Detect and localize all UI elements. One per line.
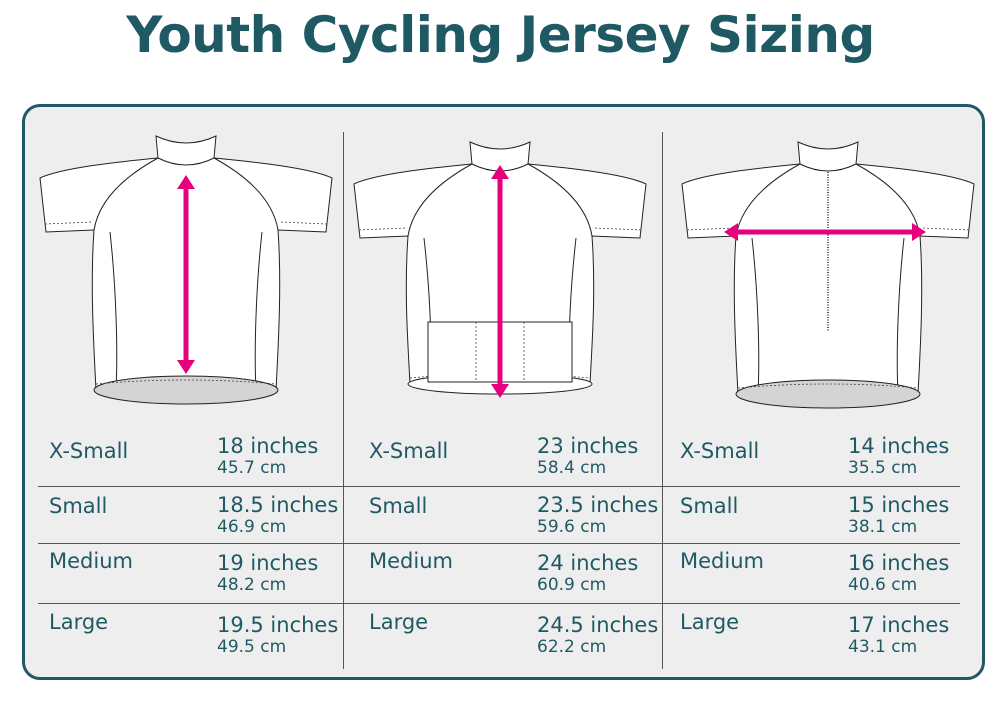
side-panel-seam — [751, 237, 760, 395]
inches-value: 15 inches — [848, 493, 950, 517]
arrowhead-icon — [491, 165, 509, 179]
arrowhead-icon — [724, 223, 738, 241]
size-label: Large — [369, 610, 429, 634]
hem-stitching — [95, 379, 277, 385]
column-divider — [662, 132, 663, 669]
size-label: Small — [369, 494, 428, 518]
cm-value: 60.9 cm — [537, 575, 607, 595]
inches-value: 18 inches — [217, 434, 319, 458]
cm-value: 45.7 cm — [217, 458, 287, 478]
jersey-body — [681, 163, 975, 395]
row-divider — [662, 486, 960, 487]
size-label: Medium — [49, 549, 133, 573]
inches-value: 16 inches — [848, 551, 950, 575]
row-divider — [38, 603, 343, 604]
pocket-stitching — [475, 322, 525, 382]
inches-value: 23.5 inches — [537, 493, 659, 517]
row-divider — [343, 603, 662, 604]
row-divider — [38, 543, 343, 544]
cm-value: 35.5 cm — [848, 458, 918, 478]
column-divider — [343, 132, 344, 669]
cm-value: 38.1 cm — [848, 517, 918, 537]
side-panel-seam — [109, 231, 118, 391]
inches-value: 18.5 inches — [217, 493, 339, 517]
page-title: Youth Cycling Jersey Sizing — [126, 6, 875, 64]
collar — [469, 141, 531, 172]
sleeve-seam — [527, 163, 593, 237]
inches-value: 24.5 inches — [537, 613, 659, 637]
hem-stitching — [737, 383, 919, 389]
size-label: X-Small — [369, 439, 449, 463]
inches-value: 23 inches — [537, 434, 639, 458]
size-label: Large — [49, 610, 109, 634]
jersey-front-length-illustration — [39, 135, 333, 405]
jersey-chest-width-illustration — [681, 141, 975, 409]
size-label: Small — [680, 494, 739, 518]
size-label: X-Small — [680, 439, 760, 463]
size-label: Large — [680, 610, 740, 634]
collar — [797, 141, 859, 172]
jersey-hem — [735, 379, 921, 409]
jersey-back-length-illustration — [353, 141, 647, 398]
cm-value: 59.6 cm — [537, 517, 607, 537]
row-divider — [662, 603, 960, 604]
inches-value: 14 inches — [848, 434, 950, 458]
cm-value: 62.2 cm — [537, 637, 607, 657]
sleeve-seam — [93, 157, 159, 231]
size-label: Medium — [369, 549, 453, 573]
row-divider — [38, 486, 343, 487]
row-divider — [662, 543, 960, 544]
cm-value: 46.9 cm — [217, 517, 287, 537]
arrowhead-icon — [177, 360, 195, 374]
size-label: Medium — [680, 549, 764, 573]
arrowhead-icon — [912, 223, 926, 241]
collar — [155, 135, 217, 166]
jersey-hem — [93, 375, 279, 405]
row-divider — [343, 543, 662, 544]
inches-value: 24 inches — [537, 551, 639, 575]
cm-value: 49.5 cm — [217, 637, 287, 657]
cm-value: 58.4 cm — [537, 458, 607, 478]
side-panel-seam — [896, 237, 905, 395]
size-label: X-Small — [49, 439, 129, 463]
inches-value: 19 inches — [217, 551, 319, 575]
side-panel-seam — [254, 231, 263, 391]
inches-value: 19.5 inches — [217, 613, 339, 637]
sleeve-seam — [407, 163, 473, 237]
sleeve-seam — [213, 157, 279, 231]
inches-value: 17 inches — [848, 613, 950, 637]
size-label: Small — [49, 494, 108, 518]
arrowhead-icon — [491, 384, 509, 398]
cm-value: 40.6 cm — [848, 575, 918, 595]
cm-value: 48.2 cm — [217, 575, 287, 595]
arrowhead-icon — [177, 175, 195, 189]
cm-value: 43.1 cm — [848, 637, 918, 657]
row-divider — [343, 486, 662, 487]
